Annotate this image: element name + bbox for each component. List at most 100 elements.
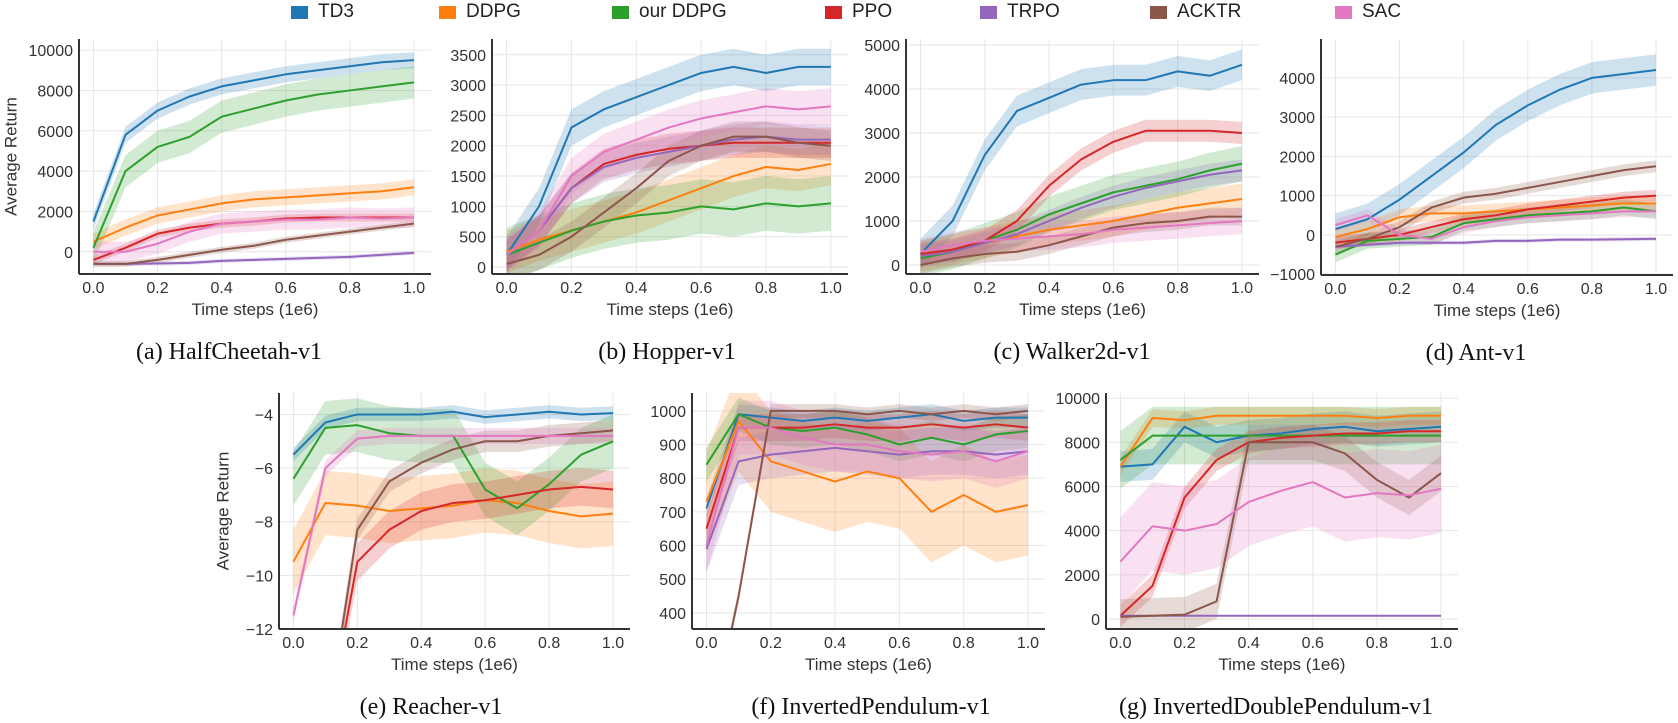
- series-line-acktr: [706, 409, 1029, 629]
- y-axis-label: Average Return: [1, 97, 20, 216]
- legend-item-sac: SAC: [1335, 1, 1402, 22]
- legend-swatch-ppo: [825, 5, 842, 19]
- series-line-td3: [505, 65, 831, 256]
- legend-label: SAC: [1362, 1, 1402, 22]
- y-tick-label: 500: [459, 230, 486, 247]
- legend-label: PPO: [852, 1, 893, 22]
- subplot--a-halfcheetah-v1: 0.0 0.2 0.4 0.6 0.8 1.0 0 2000 4000 6000 8000 10000…: [1, 39, 431, 365]
- y-tick-label: −12: [246, 622, 273, 639]
- y-tick-label: 10000: [1056, 391, 1101, 408]
- series-line-sac: [1119, 481, 1442, 563]
- x-tick-label: 0.0: [1109, 635, 1131, 652]
- subplot-caption: (a) HalfCheetah-v1: [136, 339, 322, 365]
- x-tick-label: 0.6: [888, 635, 910, 652]
- subplot-caption: (f) InvertedPendulum-v1: [751, 694, 990, 720]
- x-tick-label: 0.2: [560, 280, 582, 297]
- y-tick-label: 5000: [864, 38, 900, 55]
- confidence-band-td3: [506, 48, 831, 274]
- y-tick-label: 3000: [1279, 110, 1315, 127]
- series-line-our-ddpg: [506, 202, 831, 256]
- confidence-band-acktr: [293, 419, 614, 629]
- series-line-trpo: [705, 446, 1029, 550]
- confidence-band-sac: [706, 400, 1028, 573]
- plot-area: [505, 48, 832, 274]
- confidence-band-ddpg: [293, 468, 614, 595]
- x-tick-label: 0.0: [695, 635, 717, 652]
- x-tick-label: 0.6: [690, 280, 712, 297]
- y-tick-label: 6000: [1064, 479, 1100, 496]
- y-tick-label: −6: [255, 461, 273, 478]
- x-tick-label: 0.2: [1388, 281, 1410, 298]
- x-tick-label: 0.4: [824, 635, 846, 652]
- confidence-band-ddpg: [506, 142, 831, 274]
- y-tick-label: 2000: [450, 139, 486, 156]
- x-axis-label: Time steps (1e6): [1019, 300, 1146, 319]
- confidence-band-ddpg: [1335, 195, 1657, 245]
- subplot-caption: (g) InvertedDoublePendulum-v1: [1119, 694, 1433, 720]
- confidence-band-ddpg: [93, 179, 415, 250]
- x-tick-label: 1.0: [1231, 280, 1253, 297]
- y-tick-label: 1000: [1279, 189, 1315, 206]
- y-tick-label: 2000: [1064, 568, 1100, 585]
- plot-area: [1335, 54, 1657, 263]
- y-tick-label: −8: [255, 515, 273, 532]
- y-tick-label: 10000: [29, 43, 74, 60]
- y-tick-label: 2000: [1279, 149, 1315, 166]
- y-tick-label: 1000: [864, 214, 900, 231]
- y-tick-label: 700: [659, 505, 686, 522]
- confidence-band-ddpg: [1120, 406, 1442, 476]
- x-tick-label: 0.4: [625, 280, 647, 297]
- series-line-ppo: [293, 485, 614, 629]
- confidence-band-sac: [1120, 437, 1442, 606]
- y-tick-label: 4000: [37, 164, 73, 181]
- y-tick-label: 600: [659, 539, 686, 556]
- x-tick-label: 0.4: [410, 635, 432, 652]
- x-tick-label: 0.2: [760, 635, 782, 652]
- y-tick-label: −10: [246, 568, 273, 585]
- legend-label: our DDPG: [639, 1, 727, 22]
- plot-area: [919, 49, 1243, 274]
- series-line-acktr: [920, 215, 1242, 266]
- x-tick-label: 1.0: [1430, 635, 1452, 652]
- series-line-trpo: [1335, 237, 1657, 248]
- x-tick-label: 0.4: [211, 280, 233, 297]
- legend-item-our-ddpg: our DDPG: [612, 1, 727, 22]
- confidence-band-trpo: [706, 424, 1028, 573]
- subplot-caption: (e) Reacher-v1: [360, 694, 503, 720]
- subplot--g-inverteddoublependulum-v1: 0.0 0.2 0.4 0.6 0.8 1.0 0 2000 4000 6000 8000 10000…: [1056, 391, 1458, 720]
- x-tick-label: 1.0: [1645, 281, 1667, 298]
- confidence-band-trpo: [93, 250, 415, 266]
- subplot--f-invertedpendulum-v1: 0.0 0.2 0.4 0.6 0.8 1.0 400 500 600 700 800 900 1000…: [650, 393, 1045, 720]
- confidence-band-our-ddpg: [293, 398, 614, 536]
- series-line-td3: [292, 410, 614, 456]
- confidence-band-our-ddpg: [1120, 406, 1442, 489]
- series-line-our-ddpg: [1119, 434, 1442, 461]
- confidence-band-our-ddpg: [506, 176, 831, 274]
- series-line-td3: [705, 413, 1028, 509]
- y-tick-label: 3000: [864, 126, 900, 143]
- legend: TD3 DDPG our DDPG PPO TRPO ACKTR SAC: [0, 0, 1678, 24]
- series-line-sac: [1335, 210, 1657, 240]
- x-axis-label: Time steps (1e6): [391, 655, 518, 674]
- subplot--b-hopper-v1: 0.0 0.2 0.4 0.6 0.8 1.0 0 500 1000 1500 2000 2500 30…: [450, 39, 848, 365]
- y-tick-label: 4000: [1064, 524, 1100, 541]
- series-line-td3: [1335, 69, 1657, 231]
- x-tick-label: 0.2: [146, 280, 168, 297]
- y-tick-label: 3500: [450, 48, 486, 65]
- series-line-sac: [705, 426, 1029, 546]
- x-tick-label: 0.8: [538, 635, 560, 652]
- confidence-band-acktr: [93, 220, 415, 267]
- plot-area: [1119, 406, 1442, 629]
- series-line-our-ddpg: [92, 81, 415, 249]
- confidence-band-acktr: [506, 121, 831, 274]
- legend-label: DDPG: [466, 1, 521, 22]
- series-line-td3: [1120, 425, 1442, 468]
- y-tick-label: 900: [659, 438, 686, 455]
- x-tick-label: 0.0: [495, 280, 517, 297]
- y-tick-label: 4000: [1279, 71, 1315, 88]
- legend-item-trpo: TRPO: [980, 1, 1060, 22]
- series-line-sac: [292, 434, 614, 616]
- y-tick-label: −4: [255, 407, 273, 424]
- x-tick-label: 1.0: [820, 280, 842, 297]
- subplot--c-walker2d-v1: 0.0 0.2 0.4 0.6 0.8 1.0 0 1000 2000 3000 4000 5000 T…: [864, 38, 1259, 365]
